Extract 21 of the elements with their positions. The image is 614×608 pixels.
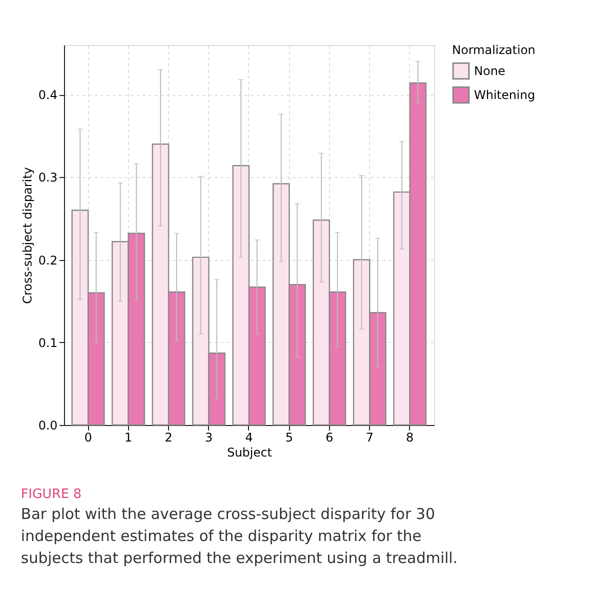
caption: FIGURE 8 xyxy=(20,487,82,502)
x-tick-label: 4 xyxy=(245,430,253,444)
legend-label: Whitening xyxy=(474,88,536,102)
x-tick-label: 3 xyxy=(204,430,213,444)
x-axis-title: Subject xyxy=(227,446,272,460)
y-tick-label: 0.2 xyxy=(38,253,58,268)
legend-title: Normalization xyxy=(452,43,536,57)
x-tick-label: 7 xyxy=(366,430,374,444)
x-tick-label: 1 xyxy=(124,430,132,444)
x-tick-label: 8 xyxy=(406,430,414,444)
x-tick-label: 2 xyxy=(164,430,172,444)
y-tick-label: 0.1 xyxy=(38,336,58,350)
x-tick-label: 6 xyxy=(326,430,334,444)
y-tick-label: 0.3 xyxy=(38,170,58,185)
y-tick-label: 0.0 xyxy=(38,418,58,432)
y-axis-title: Cross-subject disparity xyxy=(20,167,34,304)
text: Bar plot with the average cross-subject disparity for 30 independent estimates of the disparity matrix for the subjects that performed the experiment using a treadmill. xyxy=(20,505,458,567)
legend-label: None xyxy=(474,64,506,78)
y-tick-label: 0.4 xyxy=(38,88,58,102)
x-tick-label: 0 xyxy=(84,430,92,444)
x-tick-label: 5 xyxy=(285,430,294,444)
